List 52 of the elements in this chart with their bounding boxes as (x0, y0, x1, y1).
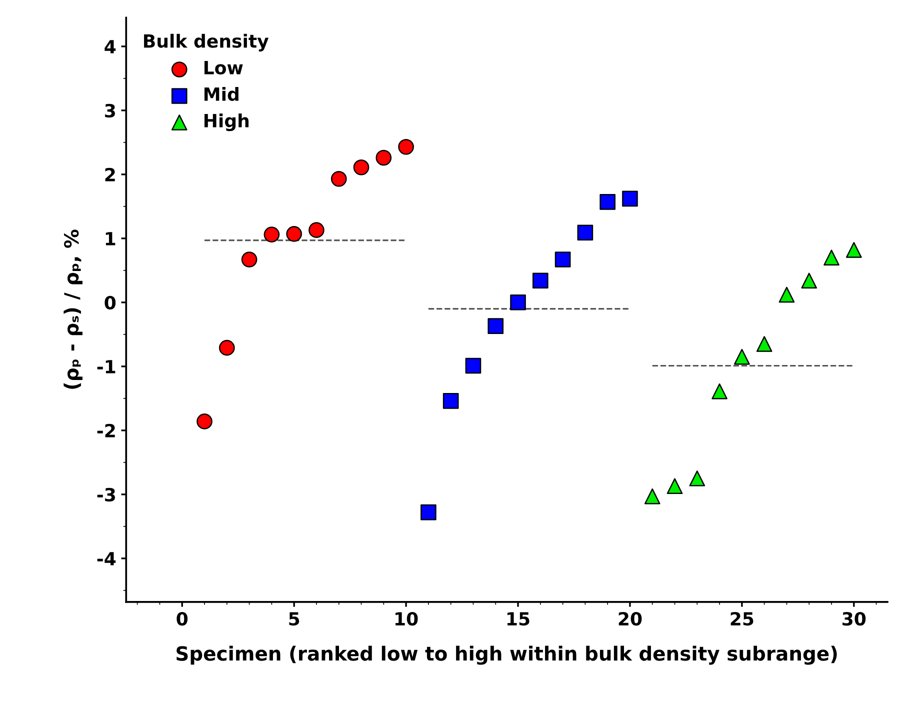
point (846, 242, 862, 258)
point (666, 478, 683, 494)
x-tick-label: 15 (507, 612, 530, 626)
x-tick-label: 0 (176, 612, 188, 626)
point (689, 470, 706, 486)
x-tick-label: 30 (842, 612, 866, 626)
point (398, 138, 414, 155)
point (286, 226, 302, 242)
y-tick-label: 2 (105, 168, 115, 182)
x-tick-label: 10 (396, 612, 418, 626)
point (712, 383, 728, 400)
point (264, 226, 280, 242)
legend-label: Mid (204, 86, 238, 101)
point (218, 340, 235, 356)
x-tick-label: 5 (289, 612, 300, 626)
point (196, 414, 212, 430)
point (577, 224, 594, 241)
point (330, 170, 347, 187)
y-tick-label: 0 (104, 296, 116, 310)
point (801, 272, 818, 289)
x-axis-title: Specimen (ranked low to high within bulk density subrange) (176, 646, 837, 665)
point (622, 190, 638, 207)
point (756, 336, 772, 352)
y-axis-title: (ρₚ - ρₛ) / ρₚ, % (64, 230, 82, 389)
point (241, 252, 258, 268)
y-tick-label: 1 (106, 232, 116, 246)
point (510, 294, 526, 310)
point (353, 159, 370, 176)
point (442, 393, 459, 409)
point (554, 252, 571, 268)
point (532, 272, 548, 289)
point (778, 286, 795, 303)
y-tick-label: -3 (97, 488, 115, 502)
point (734, 348, 750, 365)
point (420, 504, 436, 520)
legend-title: Bulk density (144, 34, 269, 52)
point (644, 488, 660, 504)
point (465, 358, 482, 374)
point (824, 250, 840, 266)
legend-label: Low (204, 61, 243, 74)
point (308, 222, 324, 238)
point (376, 150, 392, 166)
y-tick-label: -4 (97, 552, 116, 566)
point (600, 194, 616, 210)
x-tick-label: 25 (730, 612, 754, 626)
legend-label: High (204, 114, 249, 132)
y-tick-label: 3 (105, 104, 115, 118)
y-tick-label: -2 (97, 424, 115, 438)
y-tick-label: -1 (97, 360, 116, 374)
x-tick-label: 20 (618, 612, 642, 626)
y-tick-label: 4 (104, 40, 116, 54)
point (488, 318, 504, 334)
